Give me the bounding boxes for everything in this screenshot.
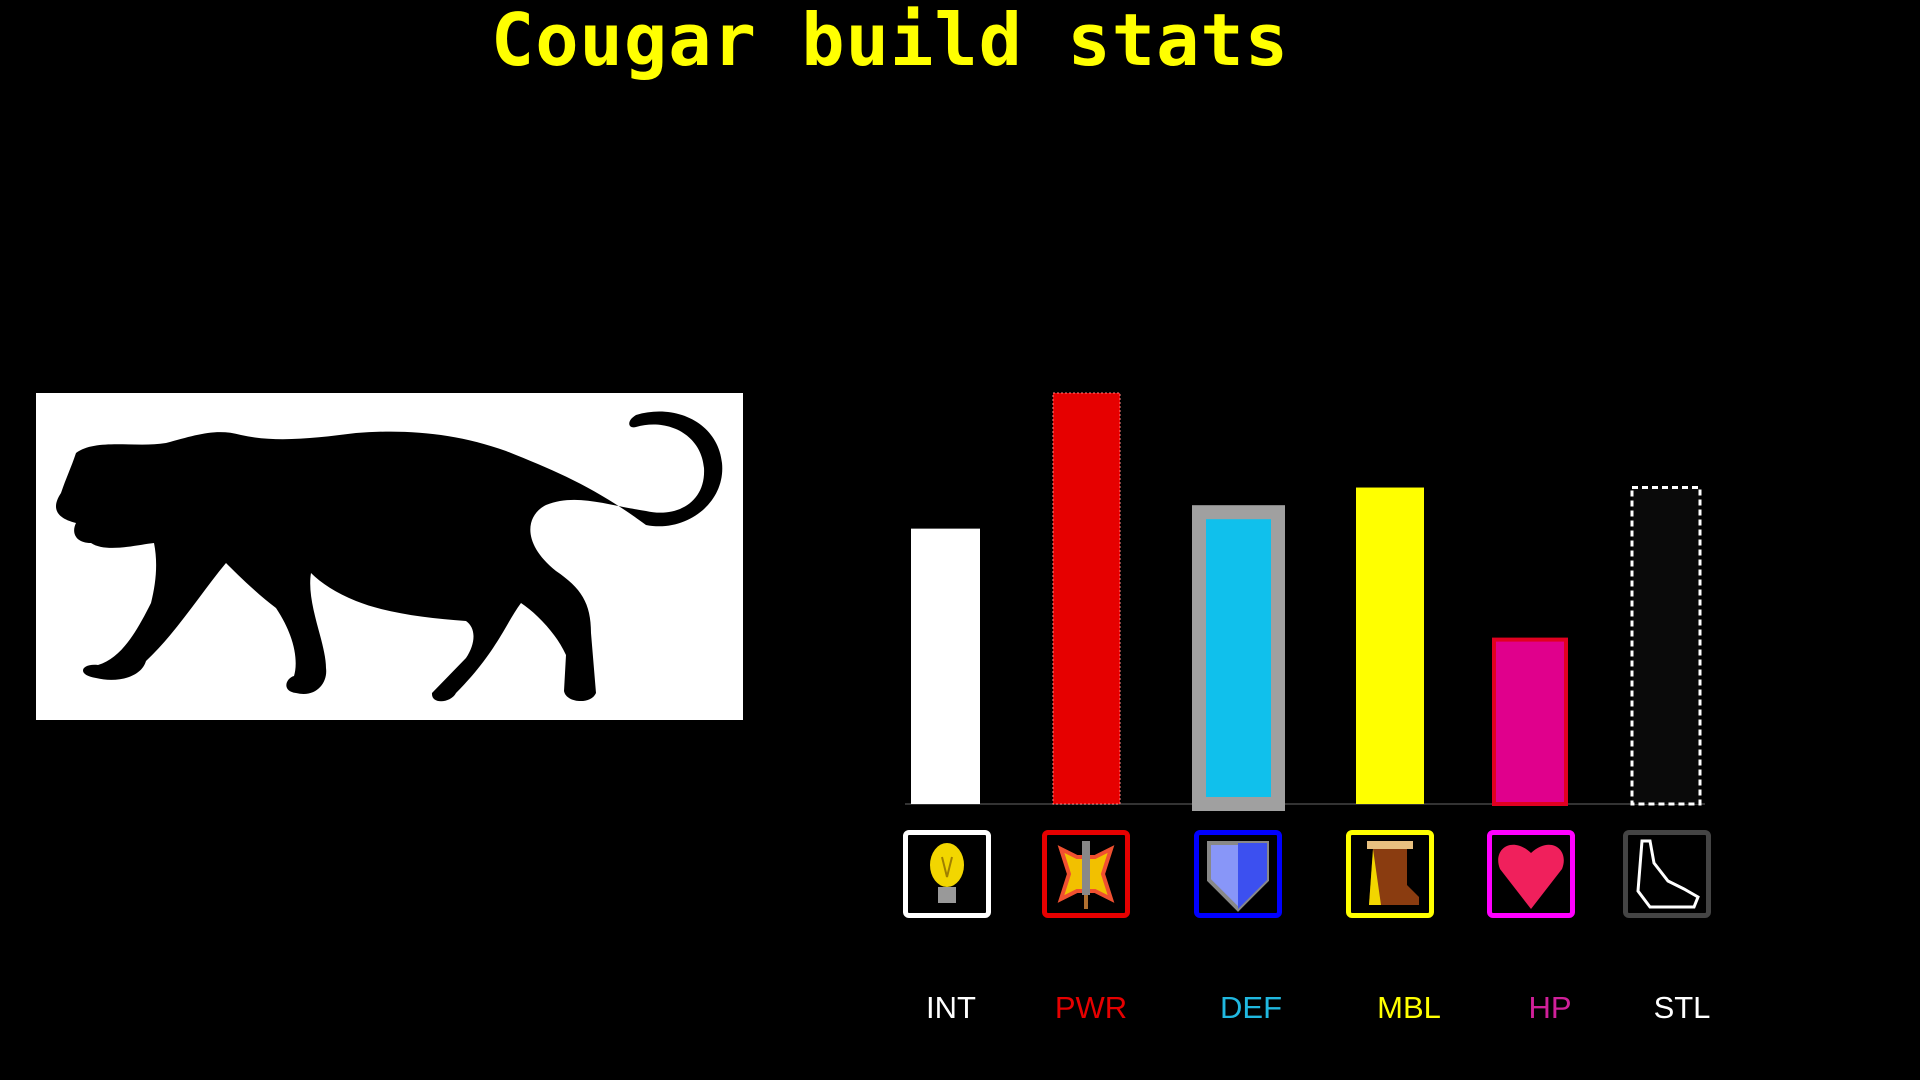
tick-label-pwr: PWR xyxy=(1054,990,1128,1025)
bar-def xyxy=(1192,505,1285,811)
bar-stl xyxy=(1630,486,1702,806)
chart-title: Cougar build stats xyxy=(490,0,1290,82)
bar-pwr xyxy=(1052,392,1121,805)
cloak-icon xyxy=(1623,830,1711,918)
cougar-silhouette-image xyxy=(36,393,743,720)
bar-hp xyxy=(1492,637,1568,806)
bar-int xyxy=(911,528,980,804)
tick-label-mbl: MBL xyxy=(1377,990,1441,1025)
boot-icon xyxy=(1346,830,1434,918)
tick-label-stl: STL xyxy=(1653,990,1711,1025)
sword-icon xyxy=(1042,830,1130,918)
tick-label-int: INT xyxy=(926,990,976,1025)
lightbulb-icon xyxy=(903,830,991,918)
tick-label-def: DEF xyxy=(1220,990,1282,1025)
tick-label-hp: HP xyxy=(1528,990,1572,1025)
shield-icon xyxy=(1194,830,1282,918)
heart-icon xyxy=(1487,830,1575,918)
bar-mbl xyxy=(1356,487,1424,804)
